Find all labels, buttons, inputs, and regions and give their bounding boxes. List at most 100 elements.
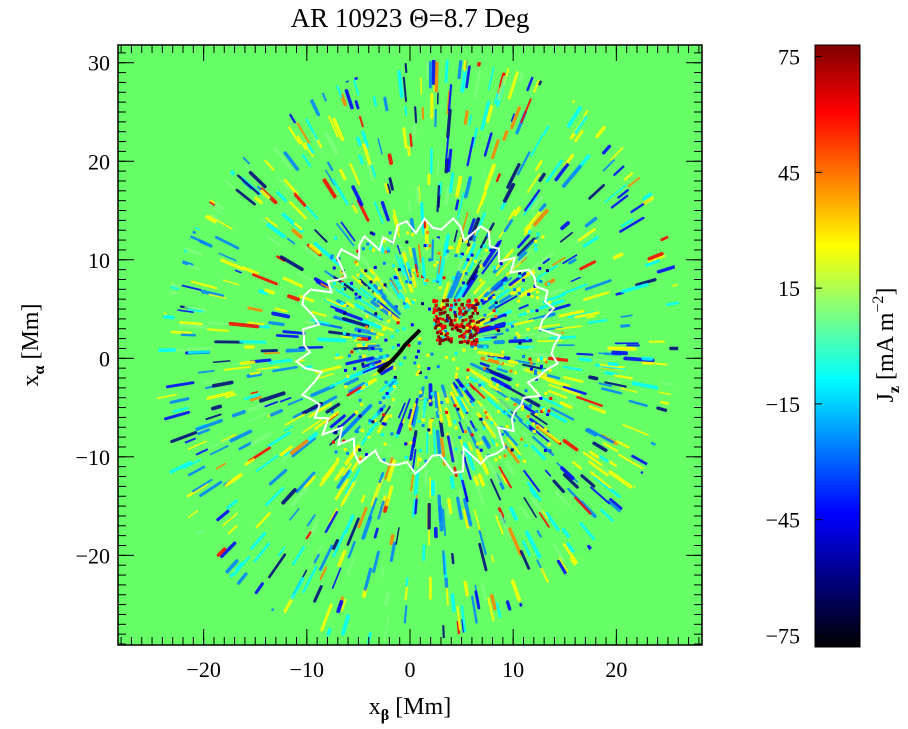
streak: [758, 388, 769, 389]
speckle: [535, 410, 538, 413]
streak: [729, 262, 749, 267]
streak: [746, 513, 765, 523]
streak: [408, 147, 409, 154]
speckle: [369, 280, 372, 283]
x-tick-label: 0: [405, 657, 416, 682]
speckle: [462, 281, 465, 284]
speckle: [343, 304, 346, 307]
speckle: [521, 288, 524, 291]
speckle: [369, 269, 372, 272]
streak: [708, 104, 726, 119]
speckle: [480, 323, 483, 326]
streak: [182, 335, 195, 336]
streak: [432, 240, 433, 260]
streak: [440, 508, 441, 530]
speckle: [346, 375, 349, 378]
speckle: [430, 353, 433, 356]
speckle: [369, 289, 372, 292]
speckle: [508, 409, 511, 412]
speckle: [418, 420, 421, 423]
streak: [480, 700, 482, 717]
speckle: [353, 336, 356, 339]
speckle: [474, 329, 477, 332]
speckle: [456, 408, 459, 411]
speckle: [417, 370, 420, 373]
speckle: [334, 431, 337, 434]
streak: [744, 419, 768, 425]
speckle: [432, 398, 435, 401]
colorbar-tick-label: −15: [766, 392, 800, 417]
speckle: [448, 423, 451, 426]
streak: [287, 350, 303, 351]
speckle: [355, 411, 358, 414]
speckle: [428, 258, 431, 261]
speckle: [534, 372, 537, 375]
speckle: [455, 373, 458, 376]
streak: [510, 361, 516, 362]
streak: [95, 305, 117, 308]
streak: [606, 22, 618, 43]
speckle: [507, 357, 510, 360]
speckle: [518, 342, 521, 345]
speckle: [384, 423, 387, 426]
streak: [749, 244, 759, 247]
speckle: [445, 356, 448, 359]
speckle: [344, 369, 347, 372]
speckle: [481, 299, 484, 302]
streak: [184, 262, 192, 265]
streak: [733, 154, 747, 163]
speckle: [456, 276, 459, 279]
speckle: [422, 274, 425, 277]
speckle: [360, 403, 363, 406]
speckle: [458, 436, 461, 439]
speckle: [372, 363, 375, 366]
streak: [748, 449, 766, 455]
speckle: [514, 337, 517, 340]
streak: [580, 359, 589, 360]
speckle: [416, 373, 419, 376]
speckle: [527, 415, 530, 418]
streak: [251, 373, 260, 374]
streak: [729, 279, 740, 281]
speckle: [465, 318, 468, 321]
speckle: [522, 367, 525, 370]
speckle: [491, 323, 494, 326]
speckle: [453, 420, 456, 423]
speckle: [536, 309, 539, 312]
streak: [722, 484, 739, 492]
speckle: [350, 282, 353, 285]
speckle: [483, 427, 486, 430]
speckle: [442, 299, 445, 302]
streak: [598, 22, 608, 41]
speckle: [392, 264, 395, 267]
speckle: [483, 314, 486, 317]
speckle: [526, 422, 529, 425]
speckle: [332, 441, 335, 444]
speckle: [525, 444, 528, 447]
streak: [277, 335, 297, 336]
streak: [465, 583, 467, 595]
x-tick-label: −10: [290, 657, 324, 682]
speckle: [506, 329, 509, 332]
speckle: [461, 303, 464, 306]
speckle: [479, 279, 482, 282]
speckle: [437, 320, 440, 323]
speckle: [438, 252, 441, 255]
speckle: [518, 455, 521, 458]
x-label-subscript: β: [381, 707, 389, 724]
speckle: [454, 319, 457, 322]
speckle: [377, 307, 380, 310]
speckle: [427, 428, 430, 431]
speckle: [474, 343, 477, 346]
speckle: [468, 316, 471, 319]
speckle: [542, 457, 545, 460]
speckle: [473, 239, 476, 242]
speckle: [393, 367, 396, 370]
speckle: [480, 449, 483, 452]
speckle: [388, 314, 391, 317]
y-label-symbol: x: [18, 374, 44, 386]
streak: [264, 353, 279, 354]
speckle: [397, 321, 400, 324]
speckle: [534, 240, 537, 243]
speckle: [383, 262, 386, 265]
